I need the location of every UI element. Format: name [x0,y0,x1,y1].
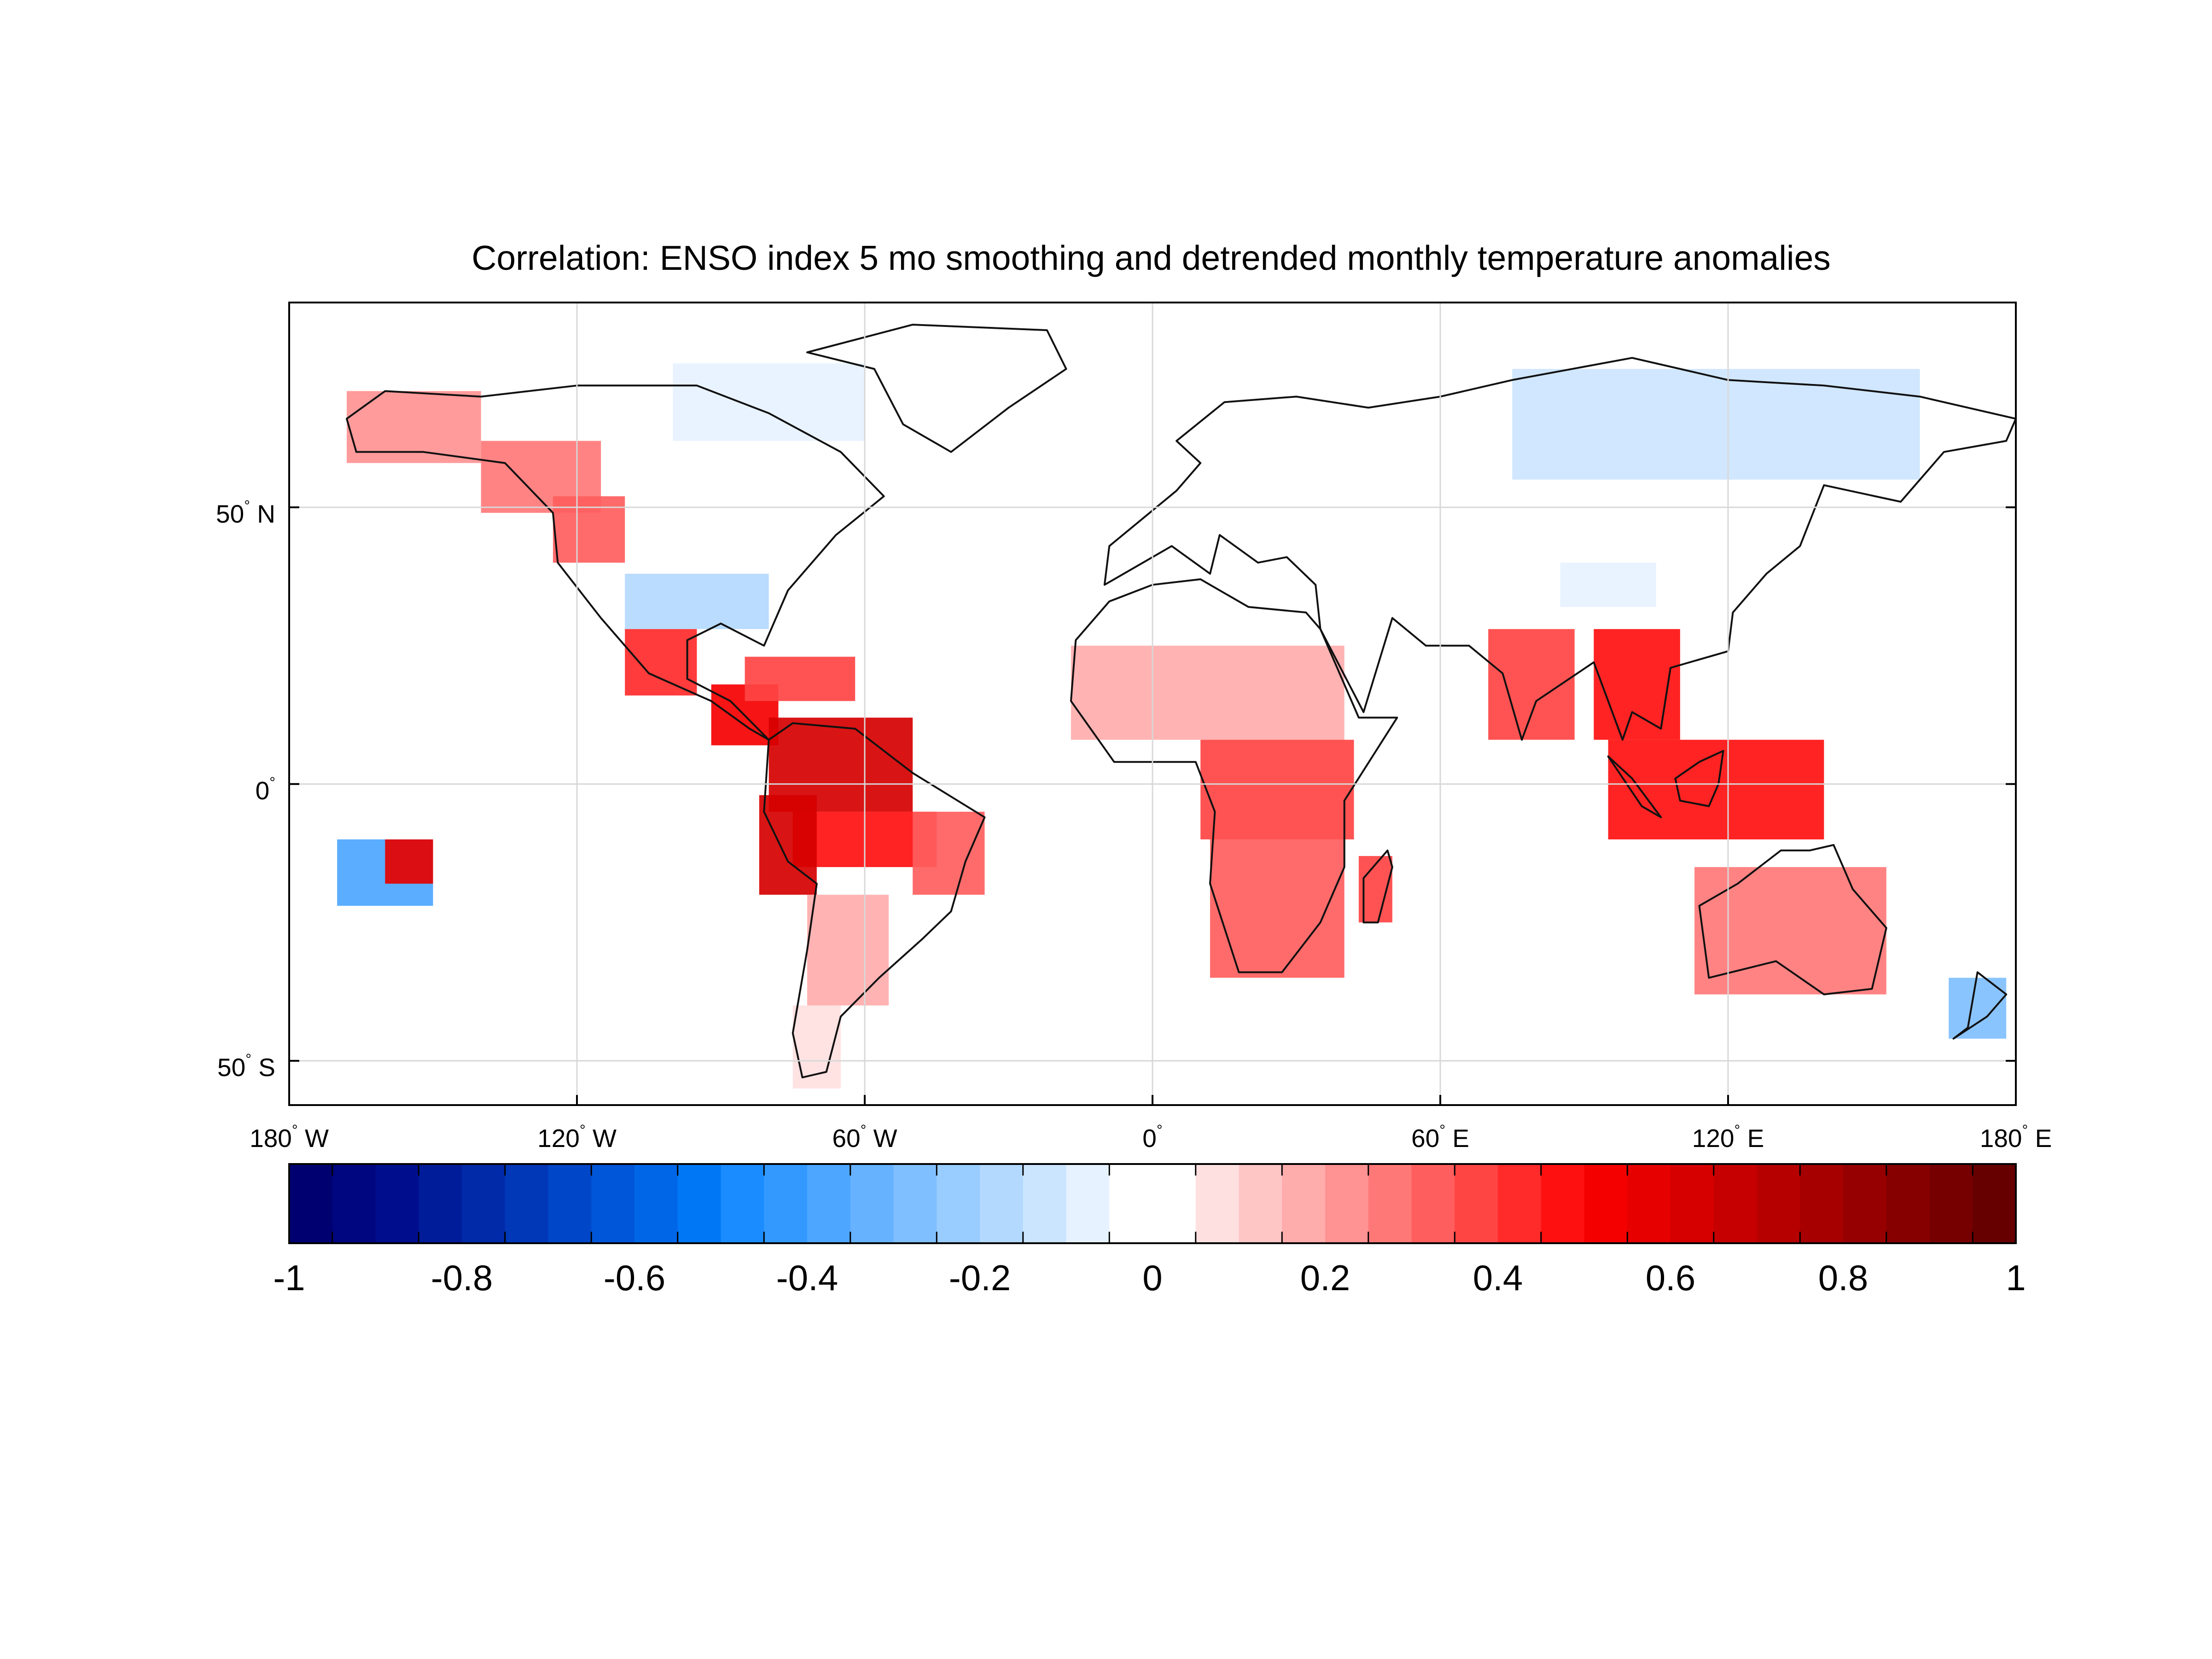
correlation-region [385,839,433,884]
colorbar-swatch [1325,1164,1369,1243]
colorbar-swatch [1023,1164,1066,1243]
colorbar-tick-label: -0.6 [603,1257,666,1298]
colorbar-tick-label: 0.2 [1300,1257,1350,1298]
colorbar-swatch [1066,1164,1110,1243]
coastline [1070,578,1398,973]
lon-tick-label: 120° E [1692,1122,1764,1153]
colorbar-swatch [1455,1164,1498,1243]
coastline [806,324,1067,453]
colorbar-swatch [1713,1164,1757,1243]
colorbar-swatch [1411,1164,1455,1243]
colorbar-tick-label: 0 [1142,1257,1163,1298]
colorbar-swatch [980,1164,1024,1243]
colorbar-swatch [893,1164,937,1243]
correlation-region [913,811,985,895]
correlation-region [759,795,817,895]
correlation-region [625,574,769,629]
colorbar-swatch [1195,1164,1239,1243]
colorbar-frame [288,1163,2017,1244]
colorbar-swatch [677,1164,721,1243]
colorbar-swatch [289,1164,333,1243]
colorbar-tick-label: 0.4 [1473,1257,1523,1298]
colorbar-tick-label: -0.2 [949,1257,1011,1298]
lon-tick-label: 180° E [1979,1122,2052,1153]
chart-title: Correlation: ENSO index 5 mo smoothing a… [472,239,1831,277]
correlation-region [1210,839,1345,978]
correlation-region [1560,562,1656,607]
colorbar-swatch [548,1164,592,1243]
colorbar-swatch [1498,1164,1542,1243]
colorbar-swatch [721,1164,764,1243]
correlation-region [553,496,625,563]
colorbar-swatch [1541,1164,1584,1243]
colorbar-swatch [375,1164,419,1243]
correlation-region [1694,867,1886,995]
colorbar-swatch [850,1164,894,1243]
coastline [1362,850,1393,924]
colorbar-swatch [1800,1164,1844,1243]
lon-tick-label: 120° W [537,1122,617,1153]
colorbar-swatch [1886,1164,1930,1243]
colorbar-tick-label: -1 [273,1257,305,1298]
lon-tick-label: 0° [1142,1122,1163,1153]
lon-tick-label: 180° W [250,1122,329,1153]
colorbar-swatch [1239,1164,1282,1243]
colorbar-swatch [1282,1164,1326,1243]
lat-tick-label: 0° [255,774,275,805]
colorbar-swatch [1368,1164,1412,1243]
correlation-region [1594,629,1680,740]
lat-tick-label: 50° S [217,1050,275,1082]
colorbar-swatch [419,1164,462,1243]
colorbar-swatch [1584,1164,1628,1243]
colorbar-tick-label: 0.6 [1645,1257,1696,1298]
colorbar-swatch [1757,1164,1800,1243]
colorbar-swatch [1973,1164,2016,1243]
colorbar-swatch [332,1164,376,1243]
lon-tick-label: 60° E [1411,1122,1469,1153]
colorbar-swatch [634,1164,678,1243]
correlation-region [1512,369,1920,480]
coastline [1607,755,1662,818]
lat-tick-label: 50° N [216,497,275,528]
colorbar-tick-label: -0.4 [776,1257,838,1298]
colorbar-swatch [1109,1164,1153,1243]
coastline [763,722,986,1078]
correlation-region [745,657,856,701]
colorbar-tick-label: -0.8 [431,1257,493,1298]
lon-tick-label: 60° W [832,1122,897,1153]
colorbar-swatch [937,1164,980,1243]
colorbar-swatch [591,1164,635,1243]
correlation-region [1071,646,1345,740]
coastline [1103,357,2017,741]
colorbar-swatch [1671,1164,1714,1243]
correlation-region [673,363,865,441]
colorbar-tick-label: 0.8 [1818,1257,1869,1298]
correlation-region [625,629,697,696]
coastline [1698,844,1887,995]
colorbar-swatch [807,1164,851,1243]
colorbar-swatch [462,1164,506,1243]
colorbar-swatch [764,1164,808,1243]
colorbar-swatch [1627,1164,1671,1243]
colorbar-swatch [505,1164,548,1243]
colorbar-tick-label: 1 [2006,1257,2026,1298]
correlation-region [1200,739,1354,840]
correlation-region [807,895,889,1006]
coastline [346,384,885,741]
colorbar-swatch [1153,1164,1196,1243]
coastline [1952,971,2008,1040]
colorbar-swatch [1929,1164,1973,1243]
colorbar-swatch [1843,1164,1887,1243]
